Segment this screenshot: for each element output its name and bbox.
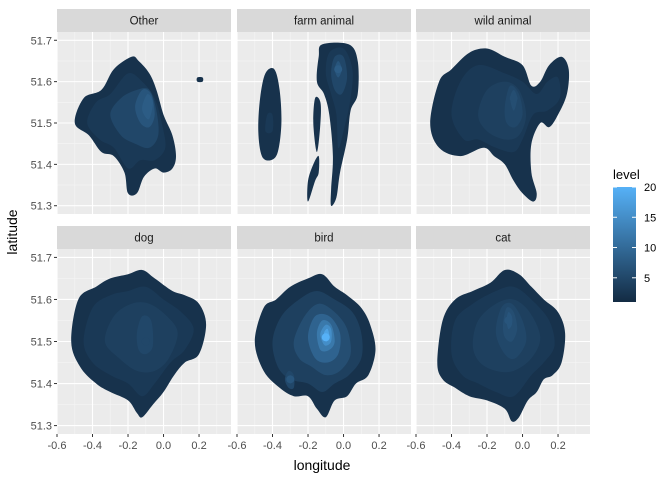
density-regions xyxy=(254,273,376,418)
facet-strip xyxy=(57,9,231,32)
x-tick-label: 0.2 xyxy=(191,440,206,452)
density-peak xyxy=(504,316,513,325)
x-axis-title: longitude xyxy=(294,457,351,473)
y-tick-label: 51.4 xyxy=(31,159,52,171)
facet-strip xyxy=(416,226,590,249)
density-regions xyxy=(437,269,566,422)
facet-panel: Other xyxy=(56,9,231,214)
x-tick-label: 0.2 xyxy=(550,440,565,452)
legend-ticks: 5 10 15 20 xyxy=(613,182,656,285)
x-tick-label: -0.2 xyxy=(119,440,138,452)
density-peak xyxy=(143,102,152,111)
x-tick-label: 0.2 xyxy=(371,440,386,452)
density-region xyxy=(136,315,154,355)
legend-tick-label: 20 xyxy=(644,182,656,194)
x-tick-label: -0.6 xyxy=(228,440,247,452)
facet-strip xyxy=(416,9,590,32)
axes-layer: 51.3 51.4 51.5 51.6 51.7 51.3 51.4 51.5 51.6 51.7… xyxy=(31,35,566,452)
y-axis-title: latitude xyxy=(4,209,20,254)
x-tick-label: -0.4 xyxy=(83,440,102,452)
density-regions xyxy=(430,48,570,202)
legend: level 5 10 15 20 xyxy=(613,167,656,302)
density-regions xyxy=(258,42,359,206)
x-tick-label: -0.6 xyxy=(48,440,67,452)
facet-strip-label: bird xyxy=(314,233,333,245)
y-tick-label: 51.5 xyxy=(31,118,52,130)
y-tick-label: 51.3 xyxy=(31,421,52,433)
facet-strip-label: Other xyxy=(130,16,159,28)
facet-strip xyxy=(57,226,231,249)
legend-colorbar xyxy=(613,187,636,302)
facet-panel: cat xyxy=(415,226,590,434)
legend-tick-label: 15 xyxy=(644,212,656,224)
y-tick-label: 51.6 xyxy=(31,77,52,89)
x-tick-label: 0.0 xyxy=(336,440,351,452)
density-peak xyxy=(141,337,150,346)
panels-layer: Other farm animal wild animal dog bird cat xyxy=(56,9,590,434)
facet-strip xyxy=(237,226,411,249)
x-tick-label: -0.2 xyxy=(478,440,497,452)
density-peak xyxy=(509,94,518,103)
y-tick-label: 51.5 xyxy=(31,337,52,349)
legend-title: level xyxy=(613,167,640,182)
x-tick-label: 0.0 xyxy=(515,440,530,452)
density-region xyxy=(265,112,274,134)
density-regions xyxy=(74,56,204,196)
facet-strip-label: wild animal xyxy=(474,16,532,28)
x-tick-label: -0.4 xyxy=(263,440,282,452)
facet-strip xyxy=(237,9,411,32)
facet-strip-label: farm animal xyxy=(294,16,354,28)
facet-strip-label: cat xyxy=(495,233,511,245)
density-region xyxy=(307,155,320,202)
y-tick-label: 51.3 xyxy=(31,201,52,213)
y-tick-label: 51.4 xyxy=(31,379,52,391)
facet-panel: wild animal xyxy=(415,9,590,214)
density-peak xyxy=(334,65,343,74)
facet-strip-label: dog xyxy=(134,233,153,245)
x-tick-label: -0.4 xyxy=(442,440,461,452)
density-region xyxy=(196,76,204,83)
facet-panel: dog xyxy=(56,226,231,434)
facet-panel: bird xyxy=(236,226,411,434)
x-tick-label: -0.6 xyxy=(407,440,426,452)
y-tick-label: 51.7 xyxy=(31,252,52,264)
x-tick-label: -0.2 xyxy=(299,440,318,452)
density-peak xyxy=(321,333,330,342)
legend-tick-label: 10 xyxy=(644,243,656,255)
facet-panel: farm animal xyxy=(236,9,411,214)
legend-tick-label: 5 xyxy=(644,273,650,285)
x-tick-label: 0.0 xyxy=(156,440,171,452)
density-region xyxy=(313,96,321,152)
density-regions xyxy=(71,269,207,418)
density-peak xyxy=(286,375,295,384)
y-tick-label: 51.6 xyxy=(31,294,52,306)
y-tick-label: 51.7 xyxy=(31,35,52,47)
